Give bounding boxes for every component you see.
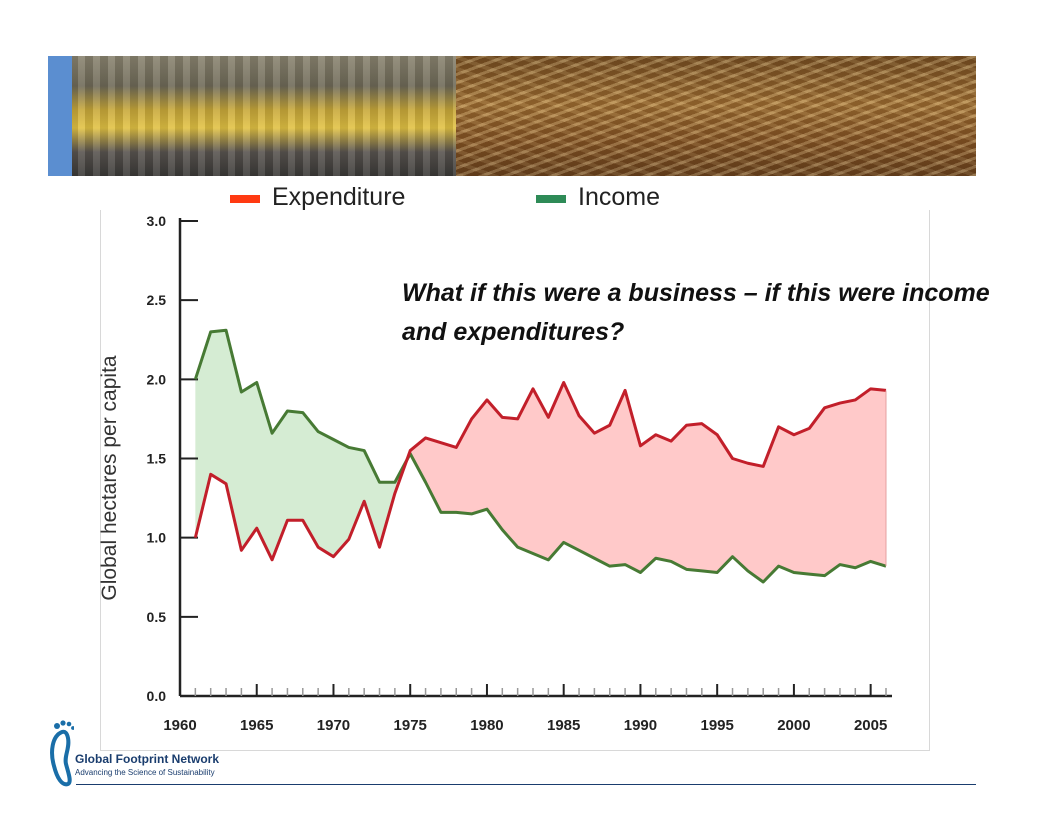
- x-tick-label: 1970: [317, 717, 350, 734]
- y-tick-label: 2.5: [147, 292, 167, 308]
- reserve-area: [195, 330, 407, 560]
- y-axis-label: Global hectares per capita: [98, 355, 121, 600]
- legend-swatch-income: [536, 195, 566, 203]
- x-tick-label: 1980: [470, 717, 503, 734]
- x-tick-label: 1965: [240, 717, 273, 734]
- income-line: [193, 328, 887, 584]
- banner-photo: [48, 56, 976, 176]
- y-tick-label: 0.0: [147, 688, 167, 704]
- x-tick-label: 2005: [854, 717, 887, 734]
- logo: Global Footprint Network Advancing the S…: [48, 718, 248, 790]
- x-tick-label: 1990: [624, 717, 657, 734]
- footprint-icon: [50, 720, 74, 787]
- y-tick-label: 0.5: [147, 609, 167, 625]
- logo-name: Global Footprint Network: [75, 752, 219, 766]
- y-tick-label: 1.5: [147, 451, 167, 467]
- footer-divider: [76, 784, 976, 785]
- deficit-area: [406, 382, 886, 582]
- y-tick-label: 3.0: [147, 213, 167, 229]
- expenditure-line: [193, 381, 887, 562]
- legend-label-expenditure: Expenditure: [272, 183, 406, 211]
- y-tick-label: 2.0: [147, 371, 167, 387]
- legend-swatch-expenditure: [230, 195, 260, 203]
- traffic-photo: [48, 56, 456, 176]
- y-tick-label: 1.0: [147, 530, 167, 546]
- question-text: What if this were a business – if this w…: [402, 279, 990, 346]
- wheat-field-photo: [456, 56, 976, 176]
- x-tick-label: 1960: [163, 717, 196, 734]
- x-tick-label: 1975: [394, 717, 427, 734]
- legend-label-income: Income: [578, 183, 660, 211]
- x-tick-label: 1995: [700, 717, 733, 734]
- accent-stripe: [48, 56, 72, 176]
- logo-tagline: Advancing the Science of Sustainability: [75, 768, 215, 777]
- chart-frame: [100, 210, 930, 751]
- x-tick-label: 1985: [547, 717, 580, 734]
- x-tick-label: 2000: [777, 717, 810, 734]
